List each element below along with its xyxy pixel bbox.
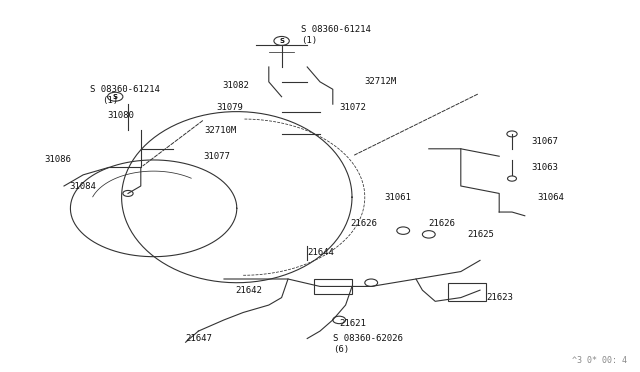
Text: 31064: 31064 [538,193,564,202]
Text: S 08360-62026: S 08360-62026 [333,334,403,343]
Circle shape [365,279,378,286]
Text: 21623: 21623 [486,293,513,302]
Text: 21642: 21642 [236,286,262,295]
Text: 21621: 21621 [339,319,366,328]
Text: 21626: 21626 [429,219,456,228]
Circle shape [123,190,133,196]
Text: 31061: 31061 [384,193,411,202]
Text: ^3 0* 00: 4: ^3 0* 00: 4 [572,356,627,365]
Text: 31067: 31067 [531,137,558,146]
Text: 21625: 21625 [467,230,494,239]
Circle shape [397,227,410,234]
Text: 31080: 31080 [108,111,134,120]
Text: (6): (6) [333,345,349,354]
Text: (1): (1) [301,36,317,45]
Text: 21647: 21647 [186,334,212,343]
FancyBboxPatch shape [448,283,486,301]
Text: 32712M: 32712M [365,77,397,86]
Text: S: S [113,94,118,100]
Text: (1): (1) [102,96,118,105]
Circle shape [507,131,517,137]
Text: S 08360-61214: S 08360-61214 [301,25,371,34]
Text: 31084: 31084 [69,182,96,190]
Text: 32710M: 32710M [205,126,237,135]
Text: 31072: 31072 [339,103,366,112]
Text: S 08360-61214: S 08360-61214 [90,85,159,94]
Text: 31077: 31077 [204,152,230,161]
Circle shape [333,316,346,324]
Text: S: S [279,38,284,44]
Circle shape [422,231,435,238]
Text: 31079: 31079 [216,103,243,112]
Text: 21644: 21644 [307,248,334,257]
Text: 31063: 31063 [531,163,558,172]
Text: 21626: 21626 [351,219,378,228]
Circle shape [508,176,516,181]
FancyBboxPatch shape [314,279,352,294]
Text: 31082: 31082 [223,81,250,90]
Text: 31086: 31086 [45,155,72,164]
